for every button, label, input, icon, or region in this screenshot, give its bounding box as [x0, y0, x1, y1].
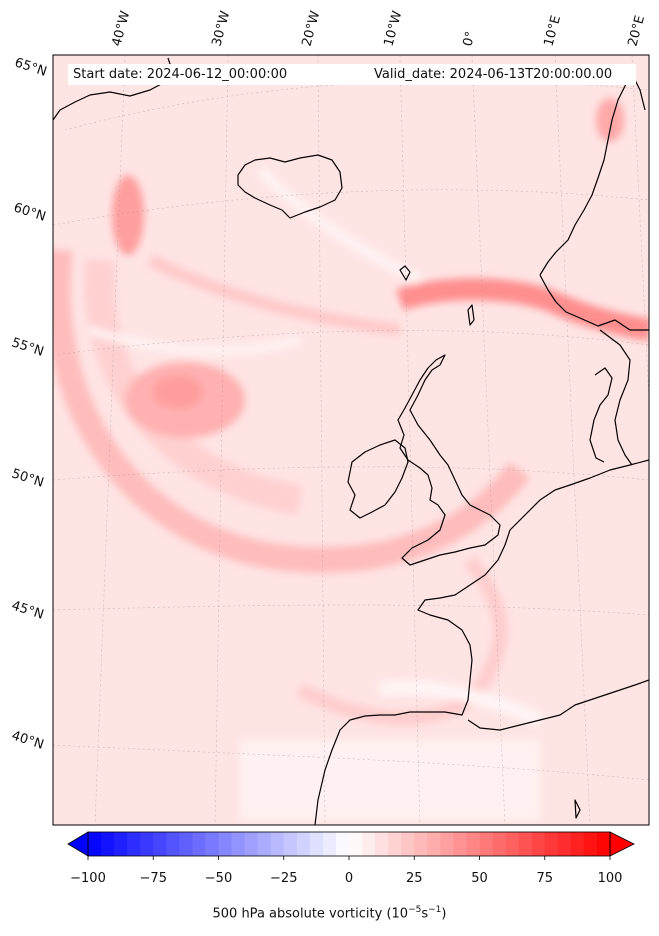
faroe-coast — [399, 265, 411, 281]
colorbar-cell — [335, 832, 350, 856]
north-sea-jet-band — [396, 278, 649, 341]
colorbar-tick-label: 75 — [536, 871, 554, 886]
corsica-coast — [574, 799, 581, 819]
vorticity-arc-band — [53, 249, 531, 574]
colorbar-tick-label: −100 — [70, 871, 106, 886]
colorbar-cell — [518, 832, 533, 856]
colorbar-cell — [231, 832, 246, 856]
colorbar-min-extension — [67, 831, 89, 857]
colorbar-cell — [466, 832, 480, 856]
colorbar-cell — [127, 832, 141, 856]
iceland-coast — [237, 154, 343, 219]
colorbar-cell — [388, 832, 402, 856]
north-vorticity-blob — [112, 175, 144, 255]
colorbar-cell — [544, 832, 559, 856]
colorbar-cell — [322, 832, 337, 856]
colorbar-cell — [479, 832, 494, 856]
mediterranean-coast — [467, 679, 649, 731]
colorbar-cell — [153, 832, 167, 856]
vorticity-field — [53, 98, 649, 820]
south-pale-area — [240, 740, 540, 820]
colorbar-cell — [140, 832, 154, 856]
colorbar-cell — [401, 832, 415, 856]
colorbar-cell — [257, 832, 272, 856]
colorbar-cell — [531, 832, 546, 856]
colorbar-cell — [596, 832, 611, 856]
colorbar-cell — [101, 832, 115, 856]
colorbar-cell — [192, 832, 206, 856]
shear-band-west — [147, 254, 401, 336]
ireland-coast — [347, 439, 409, 519]
colorbar-cell — [179, 832, 193, 856]
colorbar-cell — [296, 832, 311, 856]
colorbar-cell — [440, 832, 454, 856]
valid-date-label: Valid_date: 2024-06-13T20:00:00.00 — [370, 64, 636, 85]
colorbar-cell — [375, 832, 389, 856]
colorbar-tick-label: −50 — [204, 871, 233, 886]
colorbar-label: 500 hPa absolute vorticity (10−5s−1) — [212, 905, 447, 922]
colorbar-tick-label: 50 — [471, 871, 488, 886]
uk-coast — [397, 354, 501, 566]
colorbar-cell — [205, 832, 219, 856]
colorbar-cell — [114, 832, 128, 856]
colorbar-tick-label: −25 — [270, 871, 298, 886]
colorbar-cell — [362, 832, 376, 856]
colorbar — [67, 831, 635, 860]
colorbar-cell — [505, 832, 520, 856]
colorbar-cell — [557, 832, 572, 856]
colorbar-cell — [492, 832, 507, 856]
shetland-coast — [467, 304, 475, 326]
colorbar-tick-label: 0 — [344, 871, 354, 886]
iberia-pale — [378, 680, 544, 727]
colorbar-cell — [414, 832, 428, 856]
colorbar-cell — [583, 832, 598, 856]
colorbar-tick-label: 100 — [597, 871, 623, 886]
map-frame — [52, 54, 650, 826]
start-date-label: Start date: 2024-06-12_00:00:00 — [68, 64, 373, 85]
colorbar-tick-label: −75 — [139, 871, 167, 886]
colorbar-cell — [218, 832, 233, 856]
white-band-1 — [88, 326, 302, 355]
sweden-coast — [599, 329, 633, 466]
colorbar-cell — [427, 832, 441, 856]
norway-blob — [596, 98, 624, 142]
colorbar-cell — [453, 832, 467, 856]
colorbar-cell — [88, 832, 102, 856]
colorbar-cell — [166, 832, 180, 856]
coastlines — [53, 57, 649, 825]
colorbar-tick-marks — [87, 856, 611, 860]
europe-west-coast — [314, 459, 649, 825]
cyclone-vorticity-max — [153, 376, 203, 408]
colorbar-cell — [270, 832, 285, 856]
colorbar-cells — [88, 832, 611, 856]
colorbar-max-extension — [609, 831, 635, 857]
colorbar-tick-label: 25 — [405, 871, 423, 886]
denmark-coast — [589, 367, 613, 463]
colorbar-cell — [283, 832, 298, 856]
colorbar-cell — [244, 832, 259, 856]
colorbar-cell — [349, 832, 363, 856]
white-band-2 — [256, 166, 423, 285]
colorbar-cell — [570, 832, 585, 856]
colorbar-cell — [309, 832, 324, 856]
